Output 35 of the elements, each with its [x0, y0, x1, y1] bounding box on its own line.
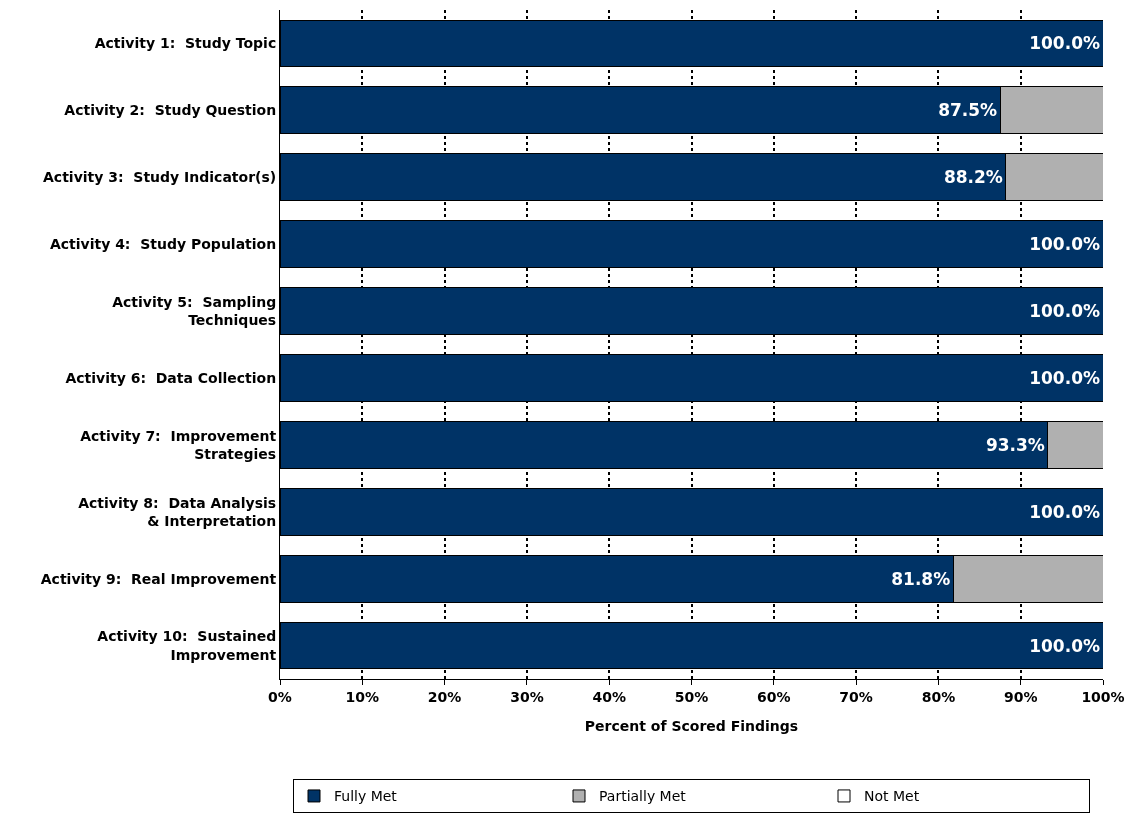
x-tick-label: 30% [510, 688, 544, 705]
y-tick-label: Activity 6: Data Collection [65, 369, 277, 386]
y-tick-label: Activity 9: Real Improvement [40, 570, 277, 587]
data-label: 87.5% [938, 100, 998, 121]
y-tick-label: Activity 5: Sampling Techniques [112, 293, 277, 329]
y-tick-label: Activity 4: Study Population [49, 236, 277, 253]
x-tick-label: 100% [1081, 688, 1125, 705]
legend-label: Not Met [864, 788, 920, 805]
x-tick-label: 50% [674, 688, 709, 705]
data-label: 100.0% [1029, 635, 1100, 656]
x-tick-label: 90% [1003, 688, 1038, 705]
data-label: 93.3% [985, 434, 1045, 455]
y-tick-label: Activity 10: Sustained Improvement [97, 628, 277, 663]
legend-label: Fully Met [334, 788, 398, 805]
data-label: 100.0% [1029, 33, 1100, 54]
x-tick-label: 10% [345, 688, 380, 705]
x-tick-label: 0% [268, 688, 292, 705]
y-tick-label: Activity 3: Study Indicator(s) [43, 169, 277, 186]
y-tick-label: Activity 2: Study Question [64, 102, 277, 119]
data-label: 100.0% [1029, 367, 1100, 388]
data-label: 100.0% [1029, 301, 1100, 322]
x-tick-label: 80% [921, 688, 956, 705]
y-tick-label: Activity 7: Improvement Strategies [80, 427, 277, 462]
data-label: 100.0% [1029, 234, 1100, 255]
y-tick-label: Activity 8: Data Analysis & Interpretation [78, 494, 277, 529]
data-label: 100.0% [1029, 501, 1100, 522]
x-tick-label: 70% [839, 688, 873, 705]
x-tick-label: 40% [592, 688, 626, 705]
x-axis-title: Percent of Scored Findings [584, 718, 799, 734]
data-label: 81.8% [891, 568, 951, 589]
x-tick-label: 20% [427, 688, 462, 705]
data-label: 88.2% [943, 167, 1003, 188]
legend-label: Partially Met [599, 788, 687, 805]
x-tick-label: 60% [757, 688, 791, 705]
y-tick-label: Activity 1: Study Topic [94, 35, 277, 52]
